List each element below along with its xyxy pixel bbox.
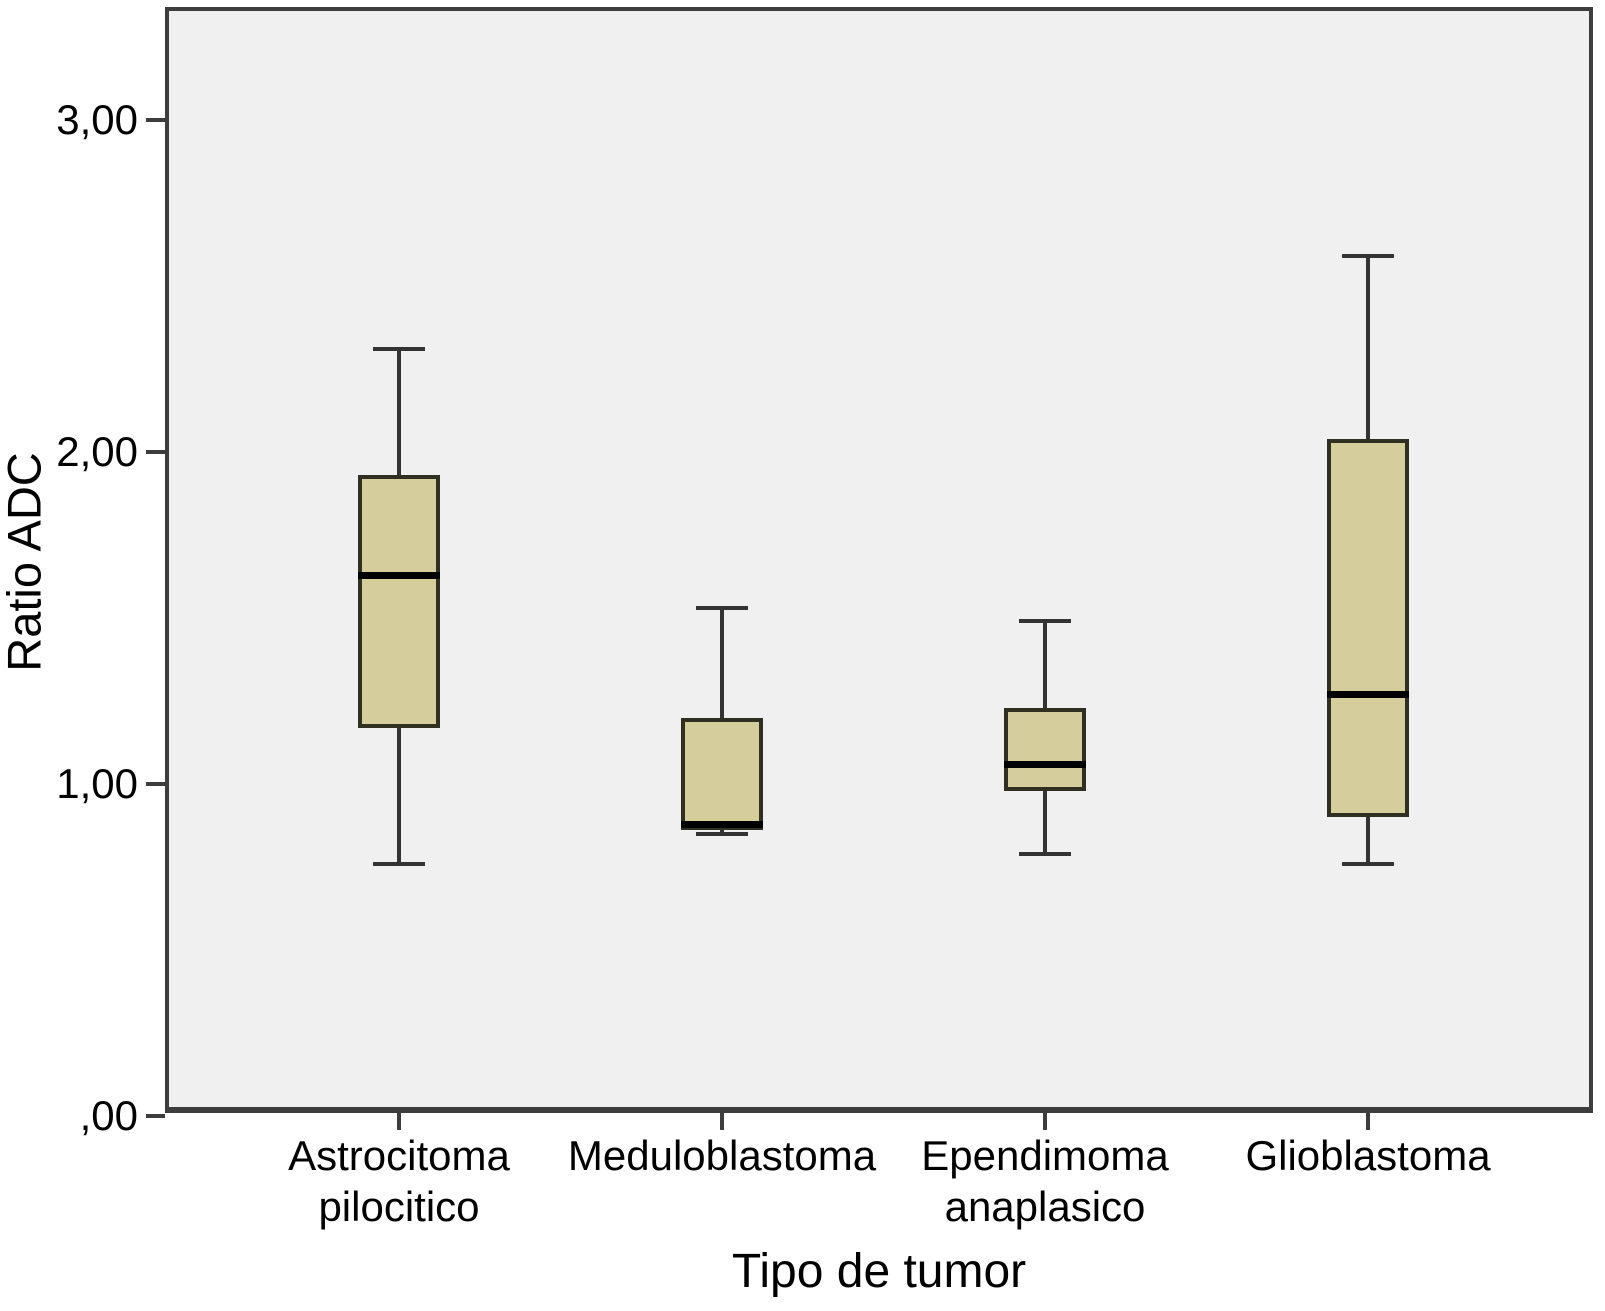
whisker-line-upper: [1366, 256, 1370, 439]
x-category-label-line: Glioblastoma: [1245, 1132, 1491, 1179]
y-tick-mark: [146, 118, 165, 122]
x-category-label: Meduloblastoma: [542, 1130, 902, 1181]
x-category-label-line: Meduloblastoma: [567, 1132, 877, 1179]
x-axis-title: Tipo de tumor: [731, 1245, 1027, 1298]
box: [1004, 707, 1086, 791]
x-category-label-line: anaplasico: [944, 1183, 1146, 1230]
y-tick-mark: [146, 782, 165, 786]
whisker-cap-upper: [1342, 254, 1394, 259]
median-line: [1004, 761, 1086, 769]
x-category-label-line: pilocitico: [318, 1183, 480, 1230]
whisker-line-upper: [1043, 621, 1047, 708]
whisker-cap-upper: [373, 347, 425, 352]
whisker-line-upper: [397, 349, 401, 476]
x-category-label: Astrocitoma pilocitico: [219, 1130, 579, 1232]
x-tick-mark: [1043, 1113, 1047, 1130]
x-category-label: Ependimoma anaplasico: [865, 1130, 1225, 1232]
box: [681, 717, 763, 831]
x-category-label: Glioblastoma: [1188, 1130, 1548, 1181]
whisker-line-upper: [720, 608, 724, 718]
x-category-label-line: Astrocitoma: [288, 1132, 510, 1179]
whisker-line-lower: [397, 727, 401, 864]
whisker-cap-lower: [696, 831, 748, 836]
whisker-cap-lower: [373, 861, 425, 866]
whisker-cap-lower: [1342, 861, 1394, 866]
box: [358, 475, 440, 728]
whisker-cap-upper: [696, 606, 748, 611]
median-line: [1327, 691, 1409, 699]
whisker-line-lower: [1366, 817, 1370, 864]
y-tick-label: 3,00: [56, 96, 138, 143]
whisker-line-lower: [1043, 790, 1047, 854]
x-tick-mark: [397, 1113, 401, 1130]
y-tick-label: ,00: [79, 1092, 138, 1139]
whisker-cap-upper: [1019, 619, 1071, 624]
whisker-cap-lower: [1019, 851, 1071, 856]
y-axis-title: Ratio ADC: [0, 452, 51, 672]
y-tick-mark: [146, 450, 165, 454]
median-line: [681, 820, 763, 828]
median-line: [358, 571, 440, 579]
y-tick-label: 1,00: [56, 760, 138, 807]
y-tick-label: 2,00: [56, 428, 138, 475]
y-tick-mark: [146, 1114, 165, 1118]
x-tick-mark: [1366, 1113, 1370, 1130]
x-category-label-line: Ependimoma: [921, 1132, 1169, 1179]
box: [1327, 438, 1409, 818]
x-tick-mark: [720, 1113, 724, 1130]
